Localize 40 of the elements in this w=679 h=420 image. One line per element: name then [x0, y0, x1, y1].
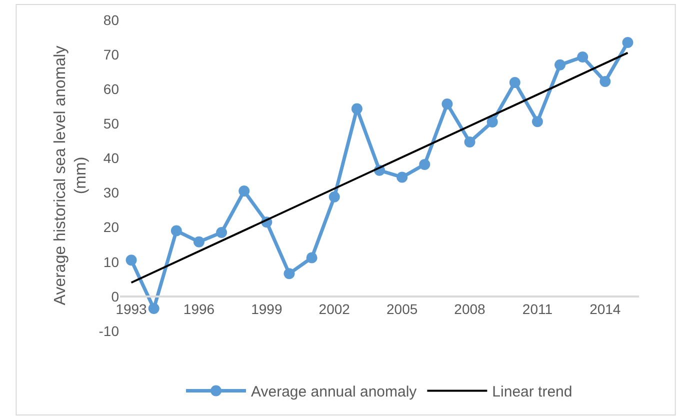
y-tick-label: -10 [98, 322, 120, 339]
point [306, 252, 318, 264]
y-tick-label: 20 [103, 219, 120, 236]
point [216, 227, 228, 238]
point [328, 191, 340, 202]
point [284, 268, 295, 280]
y-tick-label: 60 [103, 81, 120, 98]
y-tick-label: 50 [103, 116, 120, 132]
y-tick-label: 70 [103, 46, 120, 62]
y-tick-label: 30 [103, 184, 120, 201]
point [442, 98, 453, 110]
y-axis-title: Average historical sea level anomaly (mm) [52, 46, 90, 306]
point [464, 136, 476, 148]
x-tick-label: 2014 [590, 300, 621, 317]
point [351, 103, 362, 114]
point [554, 59, 566, 70]
point [419, 158, 430, 170]
x-tick-label: 2008 [454, 300, 486, 317]
x-tick-label: 2005 [386, 300, 418, 317]
point [577, 51, 588, 62]
legend-label: Average annual anomaly [251, 384, 418, 401]
point [622, 36, 634, 48]
point [148, 303, 160, 314]
point [486, 116, 498, 128]
point [396, 172, 408, 183]
x-tick-label: 2011 [522, 300, 553, 317]
legend-label: Linear trend [492, 384, 572, 401]
point [509, 77, 520, 88]
y-tick-label: 80 [103, 12, 120, 28]
point [170, 225, 182, 236]
y-tick-label: 10 [103, 254, 120, 270]
x-tick-label: 2002 [318, 300, 350, 317]
x-tick-label: 1996 [183, 300, 215, 317]
y-tick-label: 40 [103, 150, 120, 166]
point [238, 186, 250, 197]
point [600, 76, 611, 88]
point [126, 254, 137, 266]
point [532, 116, 543, 128]
point [193, 236, 204, 248]
x-tick-label: 1999 [251, 300, 282, 317]
